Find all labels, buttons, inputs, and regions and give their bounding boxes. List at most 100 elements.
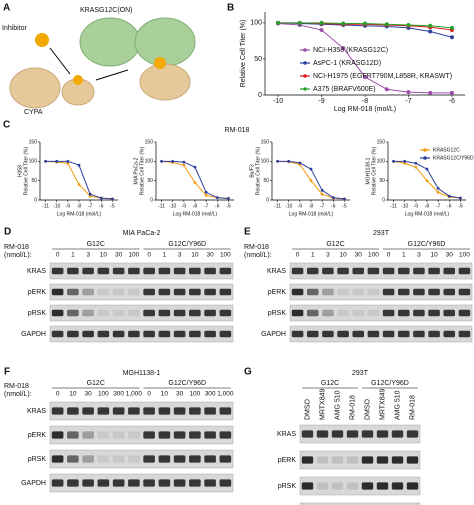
band [367, 267, 380, 275]
row-label: KRAS [267, 268, 286, 275]
y-tick-label: 100 [145, 159, 154, 165]
band [143, 479, 155, 487]
band [352, 330, 365, 338]
blot-strip [49, 304, 234, 322]
band [82, 330, 94, 338]
band [158, 267, 171, 275]
lane-label: MRTX849 [379, 389, 386, 420]
group-label: G12C/Y96D [168, 241, 206, 248]
band [82, 309, 94, 317]
data-point [449, 90, 454, 95]
lane-label: 0 [147, 252, 151, 259]
arrow [49, 47, 129, 81]
data-point [77, 163, 81, 167]
y-tick-label: 50 [31, 178, 37, 184]
cell-line-label: Ba/F3 [249, 164, 255, 178]
row-label: pRSK [28, 456, 47, 463]
lane-label: 10 [430, 252, 438, 259]
data-point [66, 161, 70, 165]
band [82, 479, 94, 487]
x-tick-label: -7 [88, 203, 93, 209]
band [391, 482, 404, 490]
band [219, 288, 232, 296]
legend-marker [303, 74, 307, 78]
cypa-protein [9, 67, 61, 109]
band [189, 455, 201, 463]
row-label: KRAS [27, 408, 46, 415]
lane-label: 30 [446, 252, 454, 259]
legend-marker [423, 148, 427, 152]
y-axis-label: Relative Cell Titer (%) [139, 147, 145, 196]
band [337, 330, 349, 338]
lane-label: 10 [191, 252, 199, 259]
data-point [341, 21, 346, 26]
band [376, 482, 389, 490]
band [219, 330, 232, 338]
band [143, 407, 155, 415]
band [173, 455, 186, 463]
dose-label: RM-018 [4, 383, 29, 390]
band [316, 482, 329, 490]
legend-marker [303, 87, 307, 91]
lane-label: 100 [98, 391, 109, 398]
blot-strip [299, 450, 421, 470]
panel-label: F [4, 367, 10, 378]
data-point [88, 194, 92, 198]
data-point [363, 74, 367, 79]
blot-strip [49, 449, 234, 469]
group-label: G12C [321, 380, 339, 387]
data-point [384, 87, 389, 92]
band [158, 309, 171, 317]
x-axis-label: Log RM-018 (mol/L) [289, 211, 334, 217]
band [67, 309, 79, 317]
complex-inhibitor [154, 57, 166, 69]
x-tick-label: -6 [449, 98, 455, 105]
data-point [182, 160, 186, 164]
x-tick-label: -7 [405, 98, 411, 105]
lane-label: 1,000 [126, 391, 143, 398]
y-tick-label: 0 [382, 197, 385, 203]
data-point [363, 21, 367, 26]
data-point [403, 161, 407, 165]
band [97, 309, 110, 317]
row-label: KRAS [277, 431, 296, 438]
x-tick-label: -6 [99, 203, 104, 209]
band [306, 309, 319, 317]
band [443, 267, 456, 275]
data-point [428, 90, 433, 95]
band [382, 330, 395, 338]
band [331, 430, 344, 438]
band [346, 482, 359, 490]
data-point [55, 159, 59, 163]
band [128, 309, 140, 317]
data-point [276, 159, 279, 163]
band [291, 330, 304, 338]
x-tick-label: -5 [458, 203, 463, 209]
blot-strip [299, 502, 421, 505]
band [143, 309, 155, 317]
band [173, 309, 186, 317]
band [67, 455, 79, 463]
band [352, 288, 365, 296]
band [306, 330, 319, 338]
band [189, 267, 201, 275]
lane-label: RM-018 [349, 395, 356, 420]
band [189, 309, 201, 317]
band [367, 309, 380, 317]
lane-label: 0 [56, 391, 60, 398]
inhibitor [35, 33, 49, 47]
y-tick-label: 100 [261, 159, 270, 165]
band [337, 309, 349, 317]
blot-title: 293T [373, 230, 390, 237]
y-tick-label: 50 [147, 178, 153, 184]
x-tick-label: -7 [436, 203, 441, 209]
data-point [425, 167, 429, 171]
data-point [319, 28, 324, 33]
row-label: GAPDH [21, 480, 46, 487]
band [443, 309, 456, 317]
band [443, 288, 456, 296]
group-label: G12C/Y96D [371, 380, 409, 387]
band [458, 330, 471, 338]
inhibitor-label: Inhibitor [2, 25, 28, 32]
y-tick-label: 150 [377, 139, 386, 145]
